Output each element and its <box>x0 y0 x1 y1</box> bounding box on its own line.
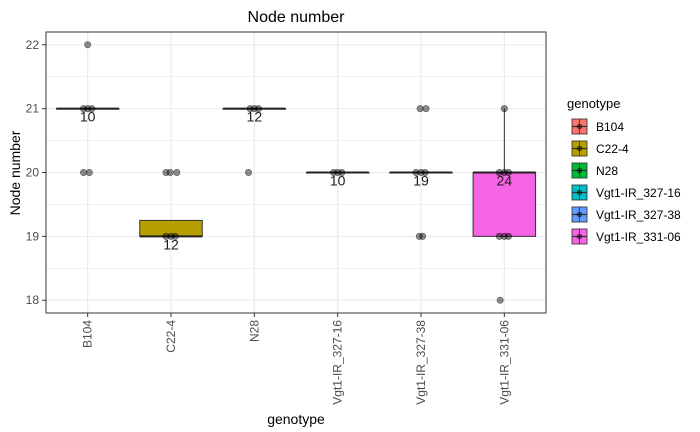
data-point <box>500 169 508 177</box>
data-point <box>173 169 181 177</box>
count-label-Vgt1-IR_327-38: 19 <box>413 173 429 189</box>
legend-key-point <box>576 145 583 152</box>
legend-label: N28 <box>596 164 618 178</box>
legend-key-point <box>576 189 583 196</box>
y-tick-label: 22 <box>26 38 40 52</box>
data-point <box>84 41 92 49</box>
data-point <box>500 105 508 113</box>
data-point <box>329 169 337 177</box>
data-point <box>504 169 512 177</box>
data-point <box>88 105 96 113</box>
count-label-Vgt1-IR_327-16: 10 <box>330 173 346 189</box>
y-axis-title: Node number <box>7 130 23 215</box>
legend-key-point <box>576 211 583 218</box>
box-layer <box>55 107 537 238</box>
data-point <box>245 169 253 177</box>
legend-label: Vgt1-IR_331-06 <box>596 230 681 244</box>
count-label-N28: 12 <box>247 109 263 125</box>
x-tick-label: Vgt1-IR_327-16 <box>331 320 345 405</box>
count-label-C22-4: 12 <box>163 236 179 252</box>
legend-key-point <box>576 123 583 130</box>
data-point <box>417 169 425 177</box>
data-point <box>495 232 503 240</box>
count-label-Vgt1-IR_331-06: 24 <box>497 173 513 189</box>
legend-title: genotype <box>567 96 621 111</box>
legend-label: Vgt1-IR_327-38 <box>596 208 681 222</box>
data-point <box>84 105 92 113</box>
x-tick-label: C22-4 <box>164 320 178 353</box>
count-label-B104: 10 <box>80 109 96 125</box>
label-layer: 10 12 12 10 19 24 <box>80 109 512 253</box>
legend-item-Vgt1-IR_327-38: Vgt1-IR_327-38 <box>571 206 681 223</box>
x-tick-label: N28 <box>247 320 261 342</box>
data-point <box>421 169 429 177</box>
data-point <box>166 169 174 177</box>
chart-title: Node number <box>248 9 346 26</box>
legend-item-Vgt1-IR_327-16: Vgt1-IR_327-16 <box>571 184 681 201</box>
data-point <box>80 105 88 113</box>
legend-item-N28: N28 <box>571 162 618 179</box>
y-tick-label: 20 <box>26 166 40 180</box>
legend-key-point <box>576 233 583 240</box>
data-point <box>80 169 88 177</box>
data-point <box>85 169 93 177</box>
data-point <box>412 169 420 177</box>
data-point <box>162 169 170 177</box>
legend-label: B104 <box>596 120 624 134</box>
data-point <box>495 169 503 177</box>
data-point <box>419 232 427 240</box>
data-point <box>496 296 504 304</box>
legend-label: C22-4 <box>596 142 629 156</box>
x-tick-label: Vgt1-IR_331-06 <box>497 320 511 405</box>
legend-item-B104: B104 <box>571 118 624 135</box>
data-point <box>162 232 170 240</box>
x-axis-title: genotype <box>267 411 325 427</box>
data-point <box>416 105 424 113</box>
legend-item-C22-4: C22-4 <box>571 140 629 157</box>
data-point <box>250 105 258 113</box>
y-tick-label: 19 <box>26 229 40 243</box>
data-point <box>334 169 342 177</box>
data-point <box>500 232 508 240</box>
data-point <box>246 105 254 113</box>
box-Vgt1-IR_331-06 <box>472 172 537 237</box>
legend-label: Vgt1-IR_327-16 <box>596 186 681 200</box>
data-point <box>255 105 263 113</box>
y-tick-label: 18 <box>26 293 40 307</box>
x-tick-label: B104 <box>81 320 95 348</box>
x-tick-label: Vgt1-IR_327-38 <box>414 320 428 405</box>
data-point <box>167 232 175 240</box>
legend: genotype B104 C22-4 N28 Vgt1-IR_327-16 Vgt1-… <box>567 96 681 245</box>
legend-key-point <box>576 167 583 174</box>
data-point <box>422 105 430 113</box>
data-point <box>338 169 346 177</box>
data-point <box>171 232 179 240</box>
legend-item-Vgt1-IR_331-06: Vgt1-IR_331-06 <box>571 228 681 245</box>
axis-layer: 18 19 20 21 22 B104 C22-4 N28 Vgt1-IR_327-16 Vgt1… <box>26 38 512 405</box>
data-point <box>504 232 512 240</box>
point-layer <box>80 41 512 304</box>
y-tick-label: 21 <box>26 102 40 116</box>
